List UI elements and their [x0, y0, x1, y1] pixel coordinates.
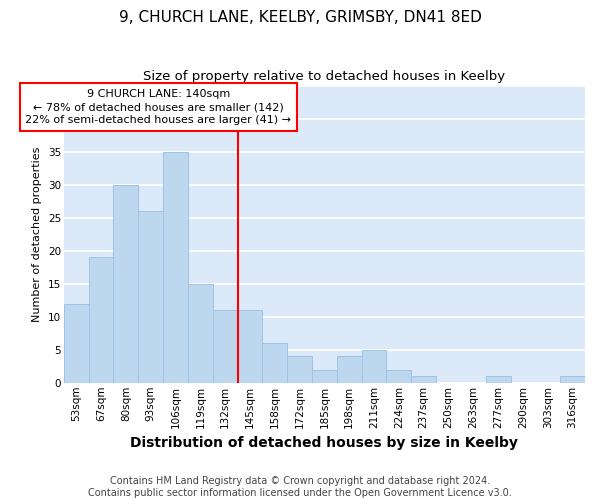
Bar — [486, 376, 511, 383]
Bar — [188, 284, 213, 383]
Bar — [386, 370, 411, 383]
Y-axis label: Number of detached properties: Number of detached properties — [32, 146, 42, 322]
X-axis label: Distribution of detached houses by size in Keelby: Distribution of detached houses by size … — [130, 436, 518, 450]
Bar — [238, 310, 262, 383]
Bar — [287, 356, 312, 383]
Bar — [64, 304, 89, 383]
Title: Size of property relative to detached houses in Keelby: Size of property relative to detached ho… — [143, 70, 505, 83]
Bar — [139, 211, 163, 383]
Bar — [213, 310, 238, 383]
Bar — [89, 258, 113, 383]
Bar — [362, 350, 386, 383]
Text: 9 CHURCH LANE: 140sqm
← 78% of detached houses are smaller (142)
22% of semi-det: 9 CHURCH LANE: 140sqm ← 78% of detached … — [25, 89, 291, 126]
Bar — [312, 370, 337, 383]
Bar — [411, 376, 436, 383]
Text: Contains HM Land Registry data © Crown copyright and database right 2024.
Contai: Contains HM Land Registry data © Crown c… — [88, 476, 512, 498]
Bar — [113, 184, 139, 383]
Bar — [163, 152, 188, 383]
Bar — [337, 356, 362, 383]
Text: 9, CHURCH LANE, KEELBY, GRIMSBY, DN41 8ED: 9, CHURCH LANE, KEELBY, GRIMSBY, DN41 8E… — [119, 10, 481, 25]
Bar — [262, 343, 287, 383]
Bar — [560, 376, 585, 383]
